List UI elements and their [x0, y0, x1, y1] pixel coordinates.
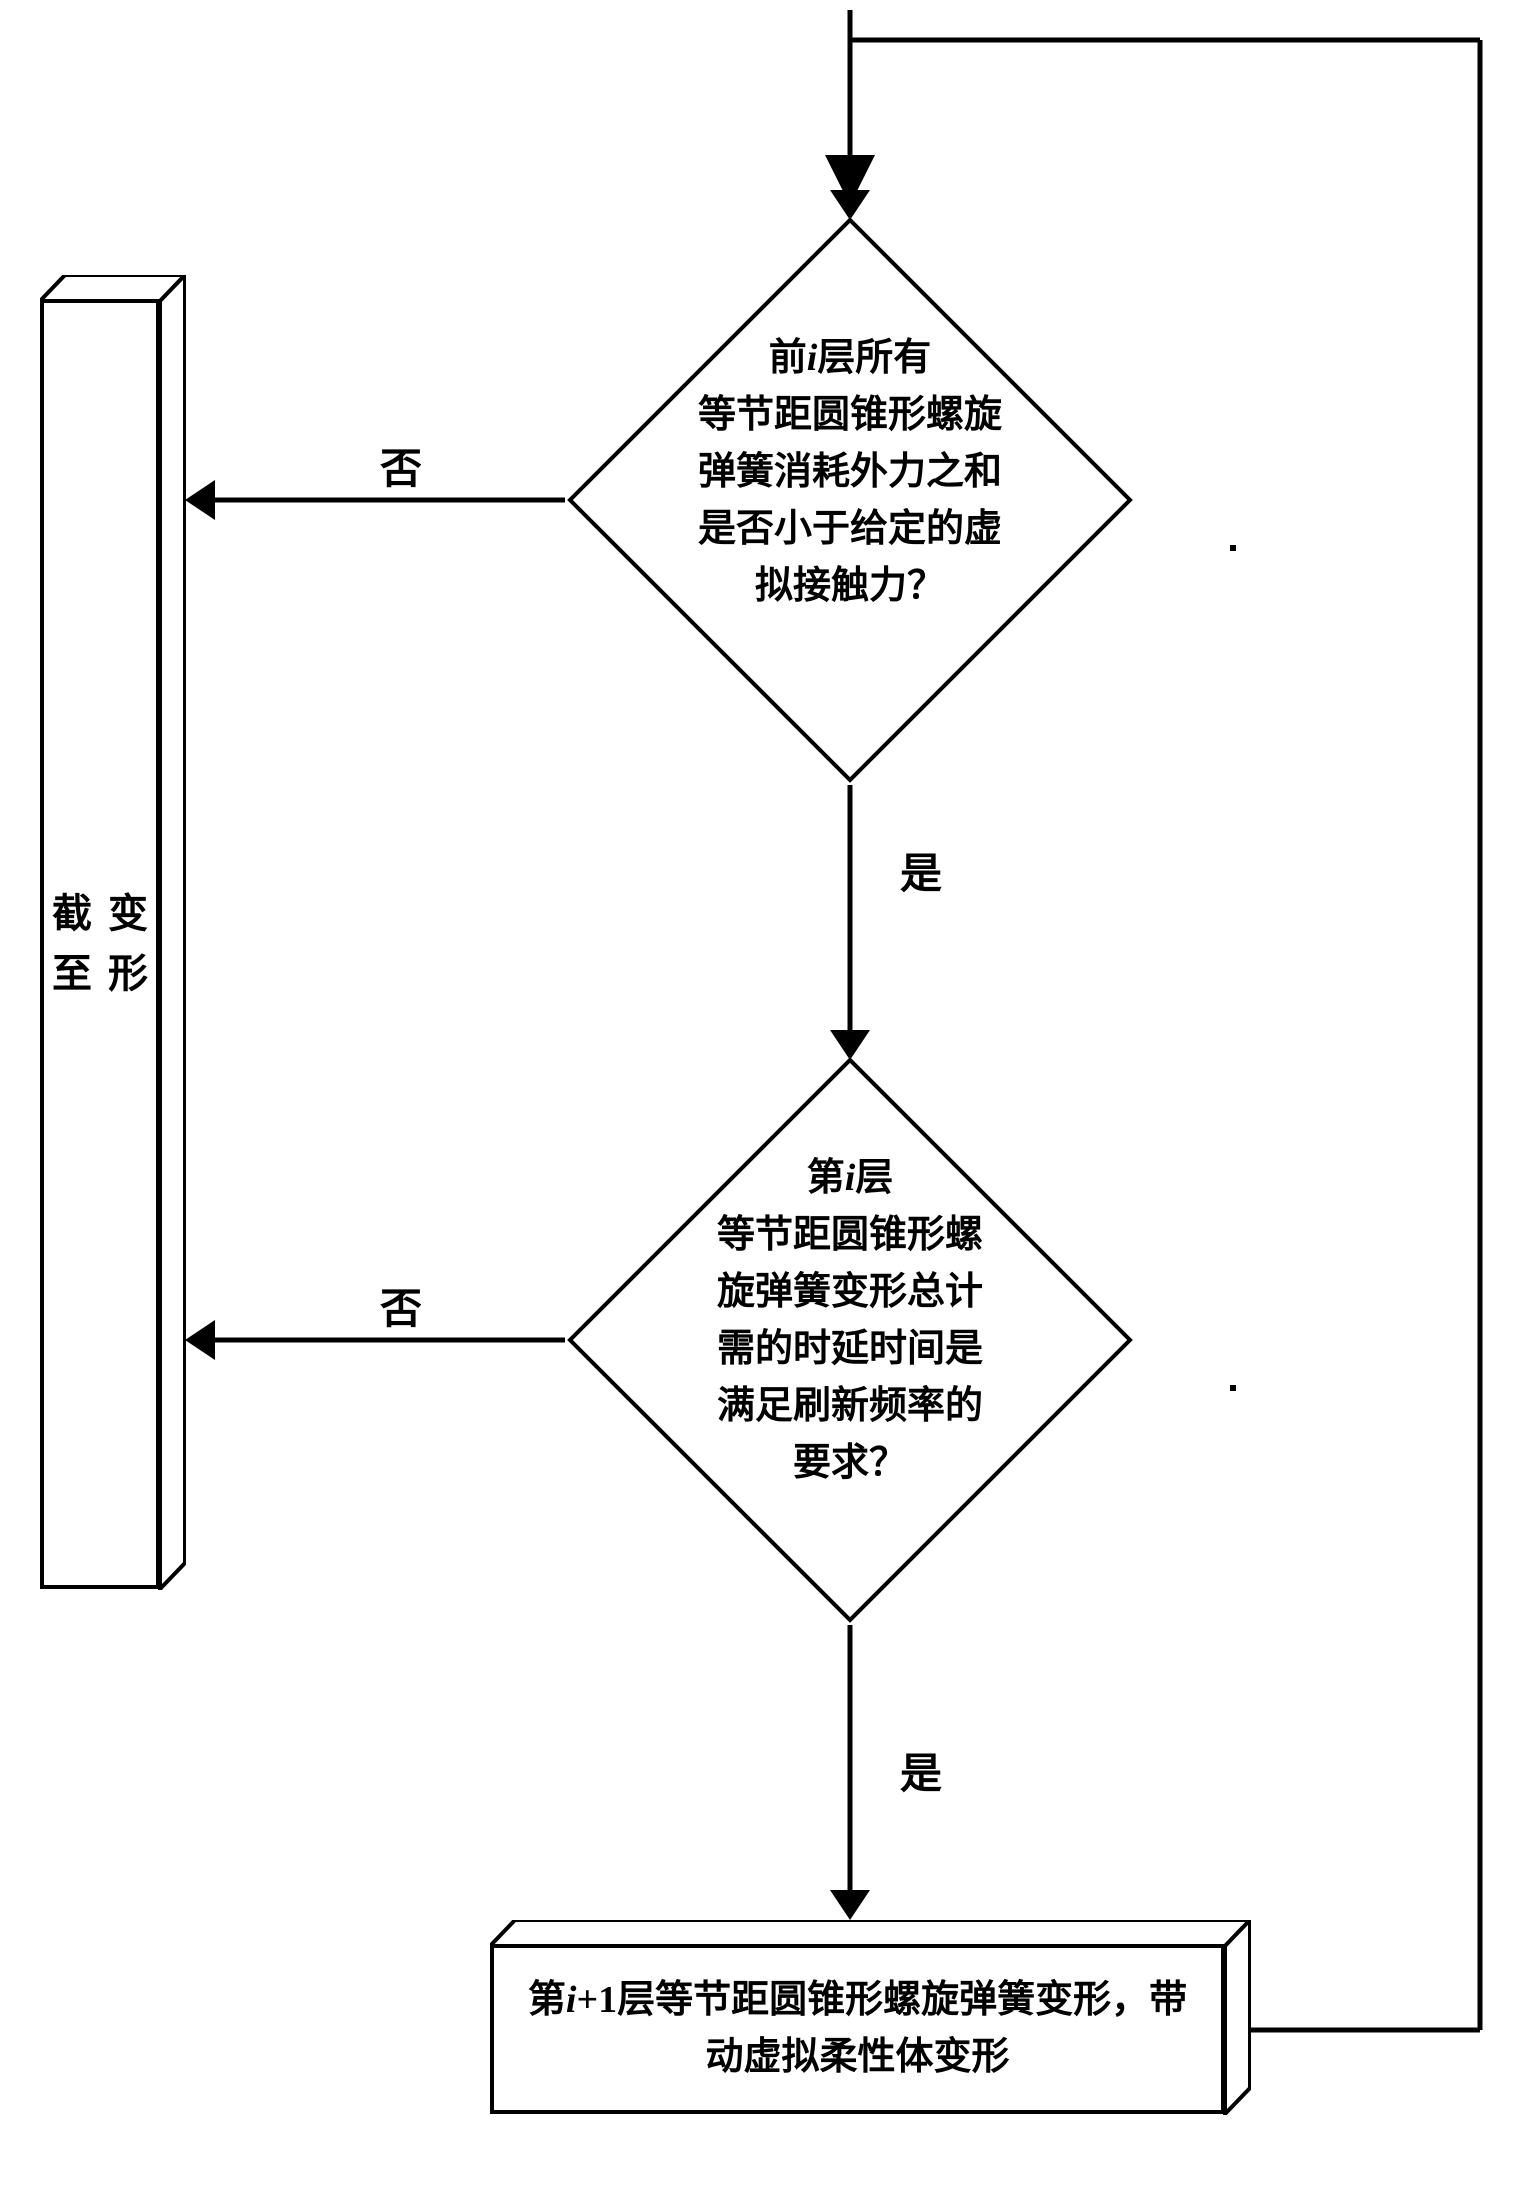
- d2-line3: 旋弹簧变形总计: [717, 1271, 983, 1313]
- flowchart-canvas: 前i层所有 等节距圆锥形螺旋 弹簧消耗外力之和 是否小于给定的虚 拟接触力？ 第…: [0, 0, 1529, 2204]
- d2-line4: 需的时延时间是: [717, 1328, 983, 1370]
- decision-refresh-check-text: 第i层 等节距圆锥形螺 旋弹簧变形总计 需的时延时间是 满足刷新频率的 要求？: [600, 1150, 1100, 1492]
- d2-line5: 满足刷新频率的: [717, 1385, 983, 1427]
- process-next-text: 第i+1层等节距圆锥形螺旋弹簧变形，带动虚拟柔性体变形: [524, 1972, 1191, 2086]
- process-stop-deformation: 变形 截至: [40, 275, 185, 1590]
- d1-line3: 弹簧消耗外力之和: [698, 451, 1002, 493]
- artifact-dot-1: [1230, 545, 1236, 551]
- d1-line4: 是否小于给定的虚: [698, 508, 1002, 550]
- d1-line1: 前i层所有: [769, 337, 932, 379]
- d2-line1: 第i层: [807, 1157, 894, 1199]
- d2-line2: 等节距圆锥形螺: [717, 1214, 983, 1256]
- stop-text-2: 截至: [44, 884, 100, 1004]
- d1-line5: 拟接触力？: [755, 565, 945, 607]
- process-side-face: [1221, 1920, 1251, 2115]
- stop-side-face: [156, 275, 186, 1590]
- stop-text-1: 变形: [100, 884, 156, 1004]
- process-front-face: 第i+1层等节距圆锥形螺旋弹簧变形，带动虚拟柔性体变形: [490, 1944, 1225, 2114]
- label-no-2: 否: [380, 1275, 422, 1336]
- label-yes-1: 是: [900, 840, 942, 901]
- stop-front-face: 变形 截至: [40, 299, 160, 1589]
- d1-line2: 等节距圆锥形螺旋: [698, 394, 1002, 436]
- label-no-1: 否: [380, 435, 422, 496]
- decision-force-check-text: 前i层所有 等节距圆锥形螺旋 弹簧消耗外力之和 是否小于给定的虚 拟接触力？: [600, 330, 1100, 615]
- process-next-layer: 第i+1层等节距圆锥形螺旋弹簧变形，带动虚拟柔性体变形: [490, 1920, 1250, 2115]
- d2-line6: 要求？: [793, 1442, 907, 1484]
- artifact-dot-2: [1230, 1385, 1236, 1391]
- label-yes-2: 是: [900, 1740, 942, 1801]
